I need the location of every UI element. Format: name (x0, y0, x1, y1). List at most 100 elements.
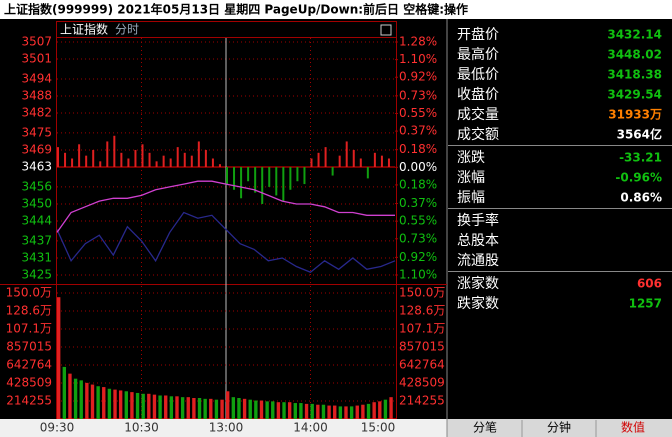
breadth-bar (148, 152, 151, 168)
volume-bar (180, 397, 185, 419)
title-bar (0, 0, 672, 19)
y-tick-label: 3425 (21, 268, 52, 282)
quote-value: 606 (637, 277, 662, 291)
y-tick-label: 107.1万 (6, 322, 52, 336)
breadth-bar (317, 152, 320, 168)
breadth-bar (211, 158, 214, 168)
quote-label: 涨家数 (457, 275, 499, 292)
volume-bar (158, 395, 162, 419)
volume-bar (79, 380, 83, 419)
y-tick-label: 3482 (21, 106, 52, 120)
volume-bar (85, 382, 89, 419)
quote-label: 收盘价 (457, 86, 499, 103)
y2-tick-label: 1.10% (399, 268, 437, 282)
volume-bar (164, 395, 168, 419)
volume-bar (90, 384, 95, 419)
tab[interactable]: 数值 (621, 420, 645, 435)
volume-bar (304, 403, 309, 419)
y-tick-label: 3431 (21, 250, 52, 264)
breadth-bar (78, 144, 81, 168)
volume-bar (118, 390, 123, 419)
tab[interactable]: 分笔 (473, 420, 497, 435)
y-tick-label: 3475 (21, 125, 52, 139)
volume-bar (186, 397, 190, 419)
quote-label: 开盘价 (457, 26, 499, 43)
y2-tick-label: 128.6万 (399, 304, 445, 318)
volume-bar (192, 398, 196, 419)
breadth-bar (218, 164, 221, 168)
volume-bar (321, 404, 326, 419)
quote-label: 涨幅 (457, 170, 485, 186)
breadth-bar (71, 158, 74, 168)
y2-tick-label: 0.73% (399, 231, 437, 245)
volume-bar (248, 399, 252, 419)
volume-bar (361, 404, 365, 419)
y-tick-label: 150.0万 (6, 286, 52, 300)
breadth-bar (113, 135, 116, 168)
volume-bar (113, 389, 117, 419)
quote-value: 3418.38 (607, 68, 662, 82)
y2-tick-label: 150.0万 (399, 286, 445, 300)
volume-bar (68, 373, 72, 419)
breadth-bar (366, 167, 369, 179)
volume-bar (344, 406, 348, 419)
breadth-bar (92, 149, 95, 168)
y2-tick-label: 0.37% (399, 124, 437, 138)
breadth-bar (120, 152, 123, 168)
breadth-bar (57, 147, 59, 168)
breadth-bar (197, 141, 200, 168)
x-tick-label: 15:00 (361, 421, 396, 435)
volume-bar (231, 397, 236, 419)
y-tick-label: 128.6万 (6, 304, 52, 318)
volume-bar (327, 405, 331, 419)
y2-tick-label: 0.00% (399, 160, 437, 174)
breadth-bar (373, 152, 376, 168)
breadth-bar (387, 158, 390, 168)
volume-bar (287, 402, 292, 419)
breadth-bar (303, 167, 306, 185)
quote-label: 成交量 (457, 106, 499, 123)
breadth-bar (310, 158, 313, 168)
volume-bar (124, 391, 128, 419)
breadth-bar (85, 155, 88, 168)
volume-bar (169, 396, 174, 419)
volume-bar (242, 398, 247, 419)
quote-value: 1257 (629, 297, 662, 311)
breadth-bar (183, 152, 186, 168)
quote-value: -33.21 (619, 151, 662, 165)
y2-tick-label: 107.1万 (399, 322, 445, 336)
x-tick-label: 09:30 (40, 421, 75, 435)
y2-tick-label: 642764 (399, 358, 445, 372)
y-tick-label: 3469 (21, 142, 52, 156)
y-tick-label: 3456 (21, 179, 52, 193)
volume-bar (147, 393, 151, 419)
y-tick-label: 3450 (21, 196, 52, 210)
window-button[interactable] (380, 24, 392, 36)
quote-value: 3432.14 (607, 28, 662, 42)
breadth-bar (127, 158, 130, 168)
breadth-bar (99, 161, 102, 168)
tab[interactable]: 分钟 (547, 420, 571, 435)
volume-bar (62, 366, 67, 419)
breadth-bar (226, 167, 228, 185)
y-tick-label: 3444 (21, 214, 52, 228)
volume-bar (135, 392, 140, 419)
breadth-bar (296, 167, 299, 182)
quote-value: 31933万 (608, 108, 662, 122)
y2-tick-label: 857015 (399, 340, 445, 354)
chart-subtitle: 分时 (115, 23, 139, 37)
volume-bar (237, 398, 241, 419)
y-tick-label: 3494 (21, 71, 52, 85)
volume-bar (276, 402, 281, 419)
volume-bar (107, 388, 112, 419)
volume-bar (366, 403, 371, 419)
volume-bar (372, 402, 376, 419)
tab-strip (447, 419, 672, 437)
breadth-bar (176, 147, 179, 168)
y-tick-label: 428509 (6, 376, 52, 390)
y2-tick-label: 0.18% (399, 142, 437, 156)
y2-tick-label: 0.37% (399, 196, 437, 210)
price-line (56, 180, 395, 233)
